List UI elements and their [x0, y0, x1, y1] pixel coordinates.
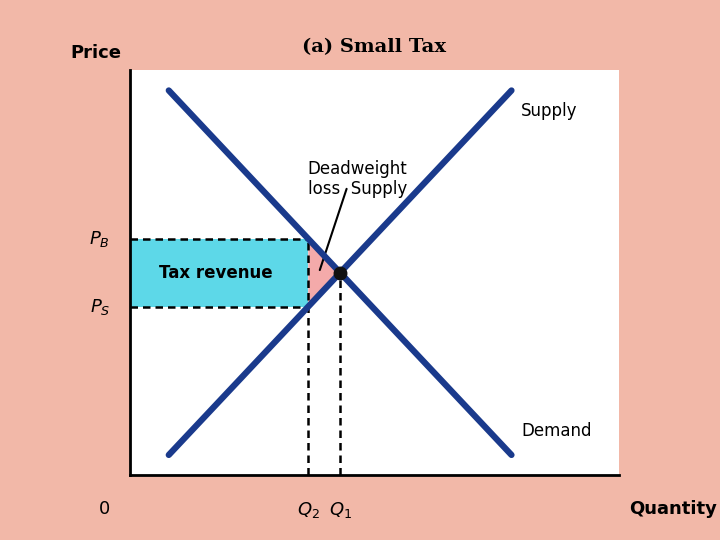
- Text: Supply: Supply: [521, 102, 577, 120]
- Polygon shape: [308, 239, 340, 307]
- Text: Tax revenue: Tax revenue: [158, 264, 272, 282]
- Text: $P_S$: $P_S$: [89, 296, 110, 316]
- Text: loss  Supply: loss Supply: [307, 180, 407, 198]
- Text: $P_B$: $P_B$: [89, 229, 110, 249]
- Polygon shape: [130, 239, 308, 307]
- Text: $Q_2$: $Q_2$: [297, 500, 320, 519]
- Text: 0: 0: [99, 500, 110, 517]
- Text: (a) Small Tax: (a) Small Tax: [302, 38, 446, 56]
- Text: $Q_1$: $Q_1$: [328, 500, 351, 519]
- Text: Quantity: Quantity: [629, 500, 717, 517]
- Text: Demand: Demand: [521, 422, 592, 440]
- Text: Deadweight: Deadweight: [307, 160, 407, 178]
- Text: Price: Price: [71, 44, 122, 62]
